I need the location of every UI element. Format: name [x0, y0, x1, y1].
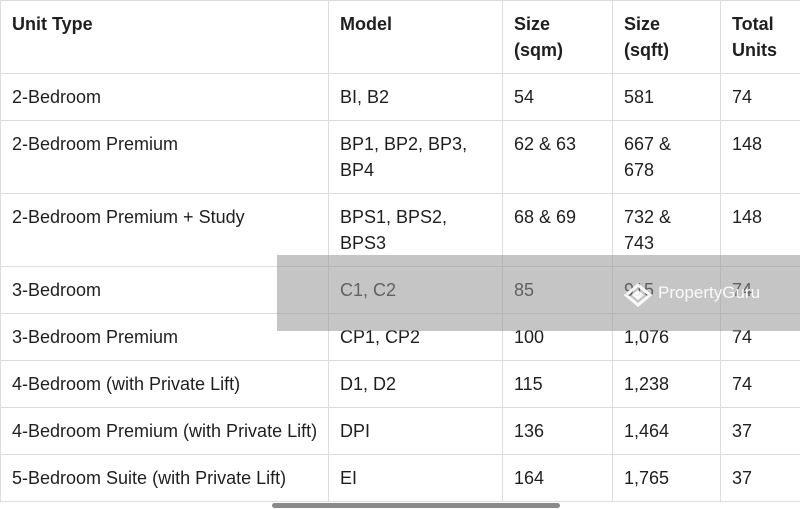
cell-text: Unit Type [12, 14, 93, 34]
table-cell: 3-Bedroom Premium [0, 313, 329, 361]
table-cell: 5-Bedroom Suite (with Private Lift) [0, 454, 329, 502]
table-cell: 1,238 [612, 360, 721, 408]
table-cell: 2-Bedroom Premium [0, 120, 329, 194]
cell-text: 62 & 63 [514, 134, 577, 154]
table-cell: 62 & 63 [502, 120, 613, 194]
cell-text: 4-Bedroom Premium (with Private Lift) [12, 421, 318, 441]
table-cell: 3-Bedroom [0, 266, 329, 314]
table-row: 2-Bedroom BI, B2 54 581 74 [0, 73, 800, 121]
cell-text: Size (sqft) [624, 14, 669, 60]
cell-text: 148 [732, 134, 763, 154]
cell-text: 74 [732, 87, 753, 107]
cell-text: 2-Bedroom Premium [12, 134, 179, 154]
cell-text: BPS1, BPS2, BPS3 [340, 207, 448, 253]
table-cell: 74 [720, 360, 800, 408]
scroll-indicator [272, 503, 560, 508]
cell-text: 1,464 [624, 421, 670, 441]
watermark-logo [623, 283, 653, 307]
header-cell: Size (sqft) [612, 0, 721, 74]
cell-text: Total Units [732, 14, 777, 60]
cell-text: 37 [732, 421, 753, 441]
table-cell: 164 [502, 454, 613, 502]
cell-text: 54 [514, 87, 535, 107]
header-cell: Unit Type [0, 0, 329, 74]
cell-text: BP1, BP2, BP3, BP4 [340, 134, 468, 180]
cell-text: 136 [514, 421, 545, 441]
cell-text: EI [340, 468, 358, 488]
cell-text: Size (sqm) [514, 14, 563, 60]
cell-text: 74 [732, 327, 753, 347]
cell-text: DPI [340, 421, 371, 441]
header-cell: Total Units [720, 0, 800, 74]
cell-text: 68 & 69 [514, 207, 577, 227]
table-cell: 54 [502, 73, 613, 121]
table-cell: 732 & 743 [612, 193, 721, 267]
cell-text: 1,765 [624, 468, 670, 488]
table-cell: 4-Bedroom (with Private Lift) [0, 360, 329, 408]
cell-text: 1,076 [624, 327, 670, 347]
table-cell: 37 [720, 454, 800, 502]
table-row: 4-Bedroom Premium (with Private Lift) DPI… [0, 407, 800, 455]
header-row: Unit Type Model Size (sqm) Size (sqft) Total… [0, 0, 800, 74]
watermark-band [277, 255, 800, 331]
cell-text: 667 & 678 [624, 134, 672, 180]
cell-text: 100 [514, 327, 545, 347]
table-cell: BI, B2 [328, 73, 503, 121]
cell-text: D1, D2 [340, 374, 397, 394]
cell-text: CP1, CP2 [340, 327, 421, 347]
table-cell: 4-Bedroom Premium (with Private Lift) [0, 407, 329, 455]
cell-text: 164 [514, 468, 545, 488]
table-row: 5-Bedroom Suite (with Private Lift) EI 164… [0, 454, 800, 502]
table-cell: 115 [502, 360, 613, 408]
table-cell: 1,765 [612, 454, 721, 502]
table-cell: 68 & 69 [502, 193, 613, 267]
cell-text: 3-Bedroom Premium [12, 327, 179, 347]
table-cell: DPI [328, 407, 503, 455]
cell-text: 4-Bedroom (with Private Lift) [12, 374, 241, 394]
cell-text: 3-Bedroom [12, 280, 102, 300]
table-cell: 667 & 678 [612, 120, 721, 194]
cell-text: 2-Bedroom Premium + Study [12, 207, 245, 227]
table-cell: 37 [720, 407, 800, 455]
cell-text: 148 [732, 207, 763, 227]
cell-text: 732 & 743 [624, 207, 672, 253]
table-cell: D1, D2 [328, 360, 503, 408]
table-cell: EI [328, 454, 503, 502]
cell-text: 581 [624, 87, 655, 107]
table-row: 2-Bedroom Premium + Study BPS1, BPS2, BPS… [0, 193, 800, 267]
table-cell: 2-Bedroom Premium + Study [0, 193, 329, 267]
table-cell: BP1, BP2, BP3, BP4 [328, 120, 503, 194]
cell-text: 2-Bedroom [12, 87, 102, 107]
table-cell: 2-Bedroom [0, 73, 329, 121]
table-cell: 136 [502, 407, 613, 455]
cell-text: 115 [514, 374, 543, 394]
cell-text: 5-Bedroom Suite (with Private Lift) [12, 468, 287, 488]
table-cell: 148 [720, 193, 800, 267]
table-cell: 1,464 [612, 407, 721, 455]
watermark-text: PropertyGuru [658, 283, 761, 302]
table-cell: 148 [720, 120, 800, 194]
table-row: 2-Bedroom Premium BP1, BP2, BP3, BP4 62 & … [0, 120, 800, 194]
header-cell: Model [328, 0, 503, 74]
cell-text: 74 [732, 374, 753, 394]
cell-text: BI, B2 [340, 87, 390, 107]
cell-text: Model [340, 14, 392, 34]
table-row: 4-Bedroom (with Private Lift) D1, D2 115 1,… [0, 360, 800, 408]
cell-text: 1,238 [624, 374, 670, 394]
table-cell: 581 [612, 73, 721, 121]
table-cell: BPS1, BPS2, BPS3 [328, 193, 503, 267]
cell-text: 37 [732, 468, 753, 488]
header-cell: Size (sqm) [502, 0, 613, 74]
table-cell: 74 [720, 73, 800, 121]
